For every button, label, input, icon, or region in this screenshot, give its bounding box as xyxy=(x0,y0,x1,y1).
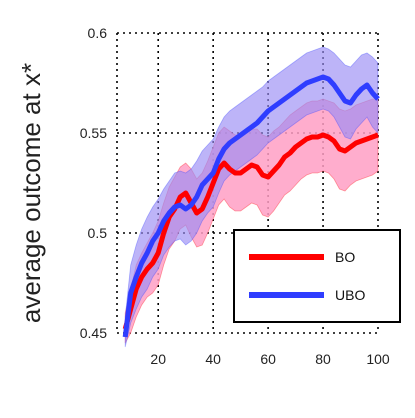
y-tick-label: 0.45 xyxy=(80,325,107,341)
x-tick-label: 80 xyxy=(315,351,331,367)
confidence-bands xyxy=(124,46,379,348)
legend-entries: BO UBO xyxy=(249,249,365,303)
line-ubo xyxy=(122,74,380,338)
y-axis-label: average outcome at x* xyxy=(16,63,46,323)
x-tick-label: 20 xyxy=(150,351,166,367)
y-tick-label: 0.6 xyxy=(88,25,108,41)
y-tick-label: 0.5 xyxy=(88,225,108,241)
x-tick-label: 100 xyxy=(366,351,390,367)
legend-label-bo: BO xyxy=(335,249,355,265)
legend-box xyxy=(233,229,401,323)
legend: BO UBO xyxy=(233,229,401,323)
series-lines xyxy=(122,74,380,338)
line-bo xyxy=(122,132,379,330)
tick-labels: 20 40 60 80 100 0.45 0.5 0.55 0.6 xyxy=(80,25,390,367)
legend-label-ubo: UBO xyxy=(335,287,365,303)
x-tick-label: 60 xyxy=(260,351,276,367)
y-tick-label: 0.55 xyxy=(80,125,107,141)
x-tick-label: 40 xyxy=(205,351,221,367)
band-ubo xyxy=(124,46,379,348)
